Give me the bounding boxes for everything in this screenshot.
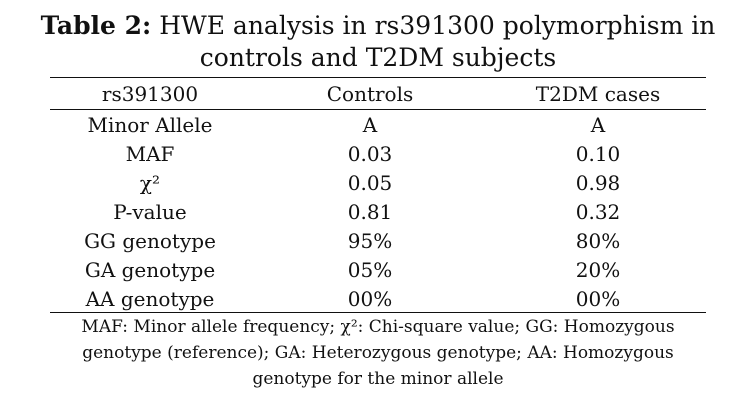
caption-label: Table 2: (40, 11, 152, 40)
table-row: χ² 0.05 0.98 (50, 169, 706, 198)
cases-value: 80% (575, 229, 621, 253)
controls-value: 95% (347, 229, 393, 253)
controls-value: 0.05 (347, 171, 393, 195)
cases-value: 0.32 (575, 200, 621, 224)
table-row: MAF 0.03 0.10 (50, 140, 706, 169)
cases-value: A (590, 113, 606, 137)
header-cases: T2DM cases (535, 82, 661, 106)
footnote-line-3: genotype for the minor allele (252, 369, 504, 389)
hwe-table: rs391300 Controls T2DM cases Minor Allel… (50, 79, 706, 314)
controls-value: 0.03 (347, 142, 393, 166)
cases-value: 00% (575, 287, 621, 311)
table-footnote: MAF: Minor allele frequency; χ²: Chi-squ… (0, 314, 756, 392)
header-snp: rs391300 (101, 82, 199, 106)
row-label: GA genotype (84, 258, 216, 282)
row-label: Minor Allele (87, 113, 213, 137)
table-top-rule (50, 77, 706, 78)
cases-value: 0.98 (575, 171, 621, 195)
cases-value: 0.10 (575, 142, 621, 166)
table-bottom-rule (50, 312, 706, 313)
table-row: GA genotype 05% 20% (50, 256, 706, 285)
table-header-rule (50, 109, 706, 110)
row-label: MAF (125, 142, 175, 166)
controls-value: 00% (347, 287, 393, 311)
controls-value: 05% (347, 258, 393, 282)
table-caption: Table 2: HWE analysis in rs391300 polymo… (0, 10, 756, 74)
controls-value: 0.81 (347, 200, 393, 224)
footnote-line-2: genotype (reference); GA: Heterozygous g… (82, 343, 674, 363)
table-row: AA genotype 00% 00% (50, 285, 706, 314)
table-row: GG genotype 95% 80% (50, 227, 706, 256)
header-controls: Controls (326, 82, 414, 106)
cases-value: 20% (575, 258, 621, 282)
row-label: P-value (113, 200, 187, 224)
caption-line-1: Table 2: HWE analysis in rs391300 polymo… (0, 10, 756, 42)
caption-text-1: HWE analysis in rs391300 polymorphism in (151, 11, 716, 40)
controls-value: A (362, 113, 378, 137)
header-row: rs391300 Controls T2DM cases (50, 79, 706, 109)
table-row: Minor Allele A A (50, 109, 706, 140)
row-label: AA genotype (85, 287, 215, 311)
caption-line-2: controls and T2DM subjects (199, 43, 557, 72)
row-label: GG genotype (84, 229, 216, 253)
footnote-line-1: MAF: Minor allele frequency; χ²: Chi-squ… (81, 317, 675, 337)
table-row: P-value 0.81 0.32 (50, 198, 706, 227)
row-label: χ² (139, 171, 161, 195)
